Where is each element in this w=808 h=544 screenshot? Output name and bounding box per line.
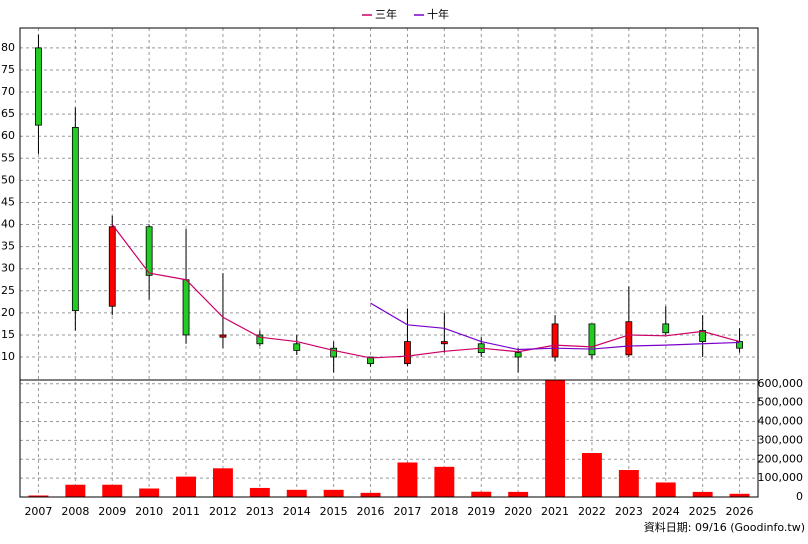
ma-line (370, 302, 740, 351)
volume-bar (139, 488, 160, 497)
x-tick-label: 2023 (615, 505, 643, 518)
x-tick-label: 2020 (504, 505, 532, 518)
candle-body (662, 323, 670, 334)
y-tick-label: 10 (1, 350, 15, 363)
y-tick-label: 70 (1, 85, 15, 98)
panel-border (19, 379, 759, 498)
volume-bar (28, 495, 49, 497)
candle-body (699, 330, 707, 342)
volume-bar (249, 487, 270, 497)
y2-tick-label: 400,000 (758, 415, 804, 428)
x-tick-label: 2021 (541, 505, 569, 518)
volume-bar (397, 462, 418, 497)
volume-bar (618, 470, 639, 497)
volume-bar (692, 491, 713, 497)
y2-tick-label: 500,000 (758, 396, 804, 409)
volume-bar (65, 484, 86, 497)
volume-bar (176, 476, 197, 497)
x-tick-label: 2014 (283, 505, 311, 518)
candle-body (256, 334, 264, 345)
y-tick-label: 30 (1, 262, 15, 275)
legend-label: 三年 (375, 7, 397, 21)
candle-body (219, 334, 227, 338)
x-tick-label: 2013 (246, 505, 274, 518)
x-tick-label: 2022 (578, 505, 606, 518)
plot-background (20, 28, 758, 497)
volume-bar (729, 493, 750, 497)
y-tick-label: 55 (1, 151, 15, 164)
volume-bar (360, 492, 381, 497)
x-tick-label: 2007 (24, 505, 52, 518)
candle-body (293, 343, 301, 351)
candle-body (625, 321, 633, 356)
volume-bar (212, 468, 233, 497)
y2-tick-label: 200,000 (758, 452, 804, 465)
volume-bar (323, 489, 344, 497)
y-tick-label: 45 (1, 195, 15, 208)
x-tick-label: 2026 (726, 505, 754, 518)
volume-bar (286, 489, 307, 497)
x-tick-label: 2019 (467, 505, 495, 518)
x-tick-label: 2017 (393, 505, 421, 518)
candle-body (71, 126, 79, 312)
candle-body (588, 323, 596, 356)
x-tick-label: 2015 (320, 505, 348, 518)
x-tick-label: 2012 (209, 505, 237, 518)
y-tick-label: 50 (1, 173, 15, 186)
y2-tick-label: 100,000 (758, 471, 804, 484)
volume-bar (102, 484, 123, 497)
x-tick-label: 2008 (61, 505, 89, 518)
volume-bar (508, 491, 529, 497)
ma-line (111, 224, 740, 359)
x-tick-label: 2010 (135, 505, 163, 518)
volume-bar (471, 491, 492, 497)
y-tick-label: 20 (1, 306, 15, 319)
candle-body (404, 341, 411, 365)
candle-body (108, 226, 116, 307)
volume-bar (434, 466, 455, 497)
volume-bar (581, 453, 602, 497)
x-tick-label: 2016 (357, 505, 385, 518)
y-tick-label: 80 (1, 41, 15, 54)
y2-tick-label: 300,000 (758, 433, 804, 446)
y-tick-label: 25 (1, 284, 15, 297)
volume-bar (655, 482, 676, 497)
x-tick-label: 2011 (172, 505, 200, 518)
y-tick-label: 65 (1, 107, 15, 120)
y2-tick-label: 600,000 (758, 377, 804, 390)
y-tick-label: 40 (1, 218, 15, 231)
y-tick-label: 35 (1, 240, 15, 253)
candle-body (35, 47, 42, 126)
candle-body (330, 347, 338, 358)
legend-label: 十年 (427, 7, 449, 21)
candle-body (551, 323, 559, 358)
y-tick-label: 15 (1, 328, 15, 341)
candle-body (182, 279, 190, 336)
x-tick-label: 2025 (689, 505, 717, 518)
x-tick-label: 2009 (98, 505, 126, 518)
y-tick-label: 60 (1, 129, 15, 142)
candle-body (440, 341, 448, 345)
source-note: 資料日期: 09/16 (Goodinfo.tw) (644, 520, 805, 534)
candle-body (367, 356, 374, 365)
y-tick-label: 75 (1, 63, 15, 76)
y2-tick-label: 0 (796, 490, 803, 503)
candle-body (514, 352, 522, 358)
x-tick-label: 2024 (652, 505, 680, 518)
x-tick-label: 2018 (430, 505, 458, 518)
candle-body (145, 226, 153, 276)
volume-bar (545, 380, 566, 497)
